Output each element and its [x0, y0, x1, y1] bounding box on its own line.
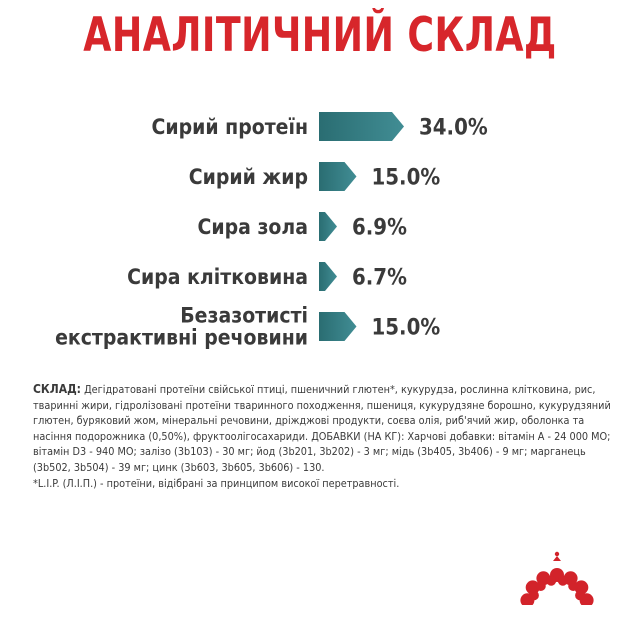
category-label: Сирий протеїн: [151, 115, 308, 139]
composition-text: Дегідратовані протеїни свійської птиці, …: [33, 383, 611, 474]
bar-3: [319, 212, 337, 241]
category-label: Сира клітковина: [127, 265, 308, 289]
value-label: 15.0%: [372, 316, 441, 341]
composition-footnote: *L.I.P. (Л.І.П.) - протеїни, відібрані з…: [33, 476, 400, 490]
bar-5: [319, 312, 357, 341]
value-label: 34.0%: [419, 116, 488, 141]
bar-4: [319, 262, 337, 291]
composition-block: СКЛАД: Дегідратовані протеїни свійської …: [33, 382, 613, 491]
bar-2: [319, 162, 357, 191]
composition-label: СКЛАД:: [33, 382, 81, 396]
royal-crown-icon: [520, 551, 594, 605]
category-label: Сирий жир: [189, 165, 308, 189]
value-label: 6.9%: [352, 216, 407, 241]
value-label: 15.0%: [372, 166, 441, 191]
category-label: Сира зола: [198, 215, 309, 239]
value-label: 6.7%: [352, 266, 407, 291]
nutrition-chart: Сирий протеїн 34.0% Сирий жир 15.0% Сира зол…: [55, 112, 488, 350]
bar-1: [319, 112, 404, 141]
page-title: АНАЛІТИЧНИЙ СКЛАД: [83, 8, 557, 63]
category-label: Безазотисті екстрактивні речовини: [55, 304, 308, 350]
